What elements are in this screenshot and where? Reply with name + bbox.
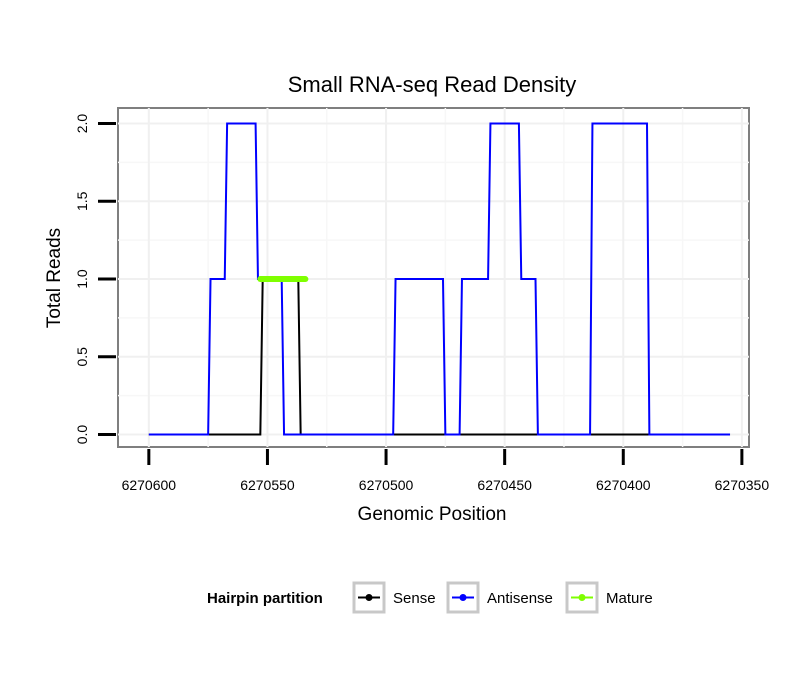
legend-item-antisense: Antisense [446, 581, 553, 614]
y-axis: 0.0 0.5 1.0 1.5 2.0 [74, 114, 116, 445]
y-tick-label: 1.0 [74, 269, 90, 289]
legend-title: Hairpin partition [207, 590, 323, 607]
x-tick-label: 6270450 [477, 477, 532, 493]
chart-title: Small RNA-seq Read Density [288, 72, 577, 97]
y-tick-label: 1.5 [74, 191, 90, 211]
series-layer [148, 122, 731, 436]
y-tick-label: 2.0 [74, 114, 90, 134]
x-tick-label: 6270500 [359, 477, 414, 493]
legend-item-mature: Mature [565, 581, 653, 614]
legend-key-point [365, 594, 373, 601]
x-tick-label: 6270350 [715, 477, 770, 493]
x-tick-label: 6270600 [122, 477, 177, 493]
legend-label-antisense: Antisense [487, 590, 553, 607]
legend-item-sense: Sense [352, 581, 436, 614]
y-tick-label: 0.5 [74, 347, 90, 367]
series-line-antisense [148, 122, 731, 436]
legend-key-point [578, 594, 586, 601]
plot-area [117, 107, 750, 448]
y-tick-label: 0.0 [74, 425, 90, 445]
x-tick-label: 6270550 [240, 477, 295, 493]
plot-background [117, 107, 750, 448]
y-axis-title: Total Reads [44, 228, 65, 328]
legend-label-mature: Mature [606, 590, 653, 607]
x-tick-label: 6270400 [596, 477, 651, 493]
x-axis: 6270600 6270550 6270500 6270450 6270400 62703… [122, 449, 770, 493]
legend-label-sense: Sense [393, 590, 436, 607]
legend-key-point [459, 594, 467, 601]
legend-keys: Sense Antisense Mature [352, 581, 653, 614]
legend: Hairpin partition Sense Antisense Mature [207, 581, 653, 614]
x-axis-title: Genomic Position [358, 504, 507, 525]
